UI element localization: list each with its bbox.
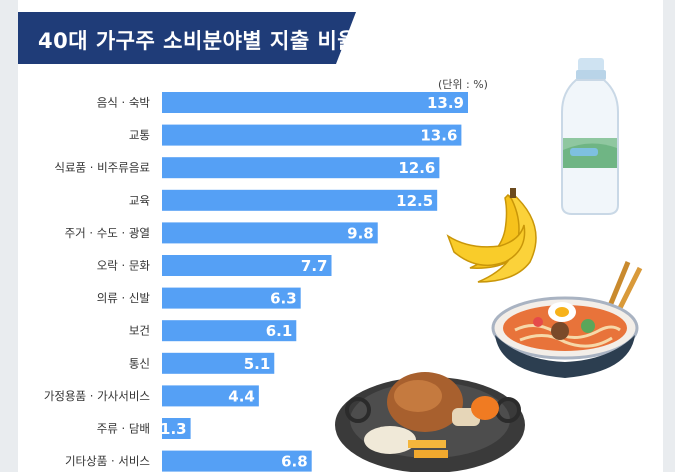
- value-label: 6.8: [281, 453, 308, 471]
- category-label: 주류 · 담배: [97, 422, 150, 436]
- bar: [162, 157, 440, 179]
- steak-plate-icon: [335, 372, 525, 472]
- value-label: 7.7: [301, 257, 328, 275]
- bar: [162, 418, 191, 439]
- banana-icon: [446, 188, 537, 283]
- value-label: 13.9: [427, 94, 464, 112]
- category-label: 교통: [129, 128, 150, 142]
- bar: [162, 352, 275, 374]
- value-label: 13.6: [420, 127, 457, 145]
- value-label: 12.5: [396, 192, 433, 210]
- bar: [162, 222, 378, 244]
- category-label: 가정용품 · 가사서비스: [44, 389, 150, 403]
- value-label: 4.4: [228, 387, 255, 405]
- bar: [162, 320, 297, 342]
- bar: [162, 287, 301, 309]
- category-label: 기타상품 · 서비스: [65, 454, 150, 468]
- category-label: 보건: [129, 324, 150, 338]
- category-label: 통신: [129, 356, 150, 370]
- category-label: 오락 · 문화: [97, 259, 151, 273]
- bar: [162, 124, 462, 146]
- value-label: 12.6: [398, 159, 435, 177]
- noodle-bowl-icon: [491, 261, 643, 378]
- bar: [162, 450, 312, 472]
- chart-title: 40대 가구주 소비분야별 지출 비율: [38, 29, 358, 53]
- title-banner: [18, 12, 356, 64]
- bar: [162, 92, 468, 113]
- value-label: 1.3: [160, 420, 187, 438]
- value-label: 6.1: [266, 322, 293, 340]
- bar: [162, 385, 259, 407]
- milk-bottle-icon: [561, 58, 619, 215]
- bar: [162, 255, 332, 276]
- unit-note: (단위 : %): [438, 78, 488, 91]
- title-banner-shape: [18, 12, 356, 64]
- category-label: 식료품 · 비주류음료: [54, 161, 150, 175]
- category-label: 교육: [129, 193, 150, 207]
- value-label: 5.1: [244, 355, 271, 373]
- value-label: 6.3: [270, 290, 297, 308]
- value-label: 9.8: [347, 224, 374, 242]
- category-label: 주거 · 수도 · 광열: [65, 226, 150, 240]
- category-label: 의류 · 신발: [97, 291, 151, 305]
- bar: [162, 189, 438, 211]
- category-label: 음식 · 숙박: [97, 96, 151, 110]
